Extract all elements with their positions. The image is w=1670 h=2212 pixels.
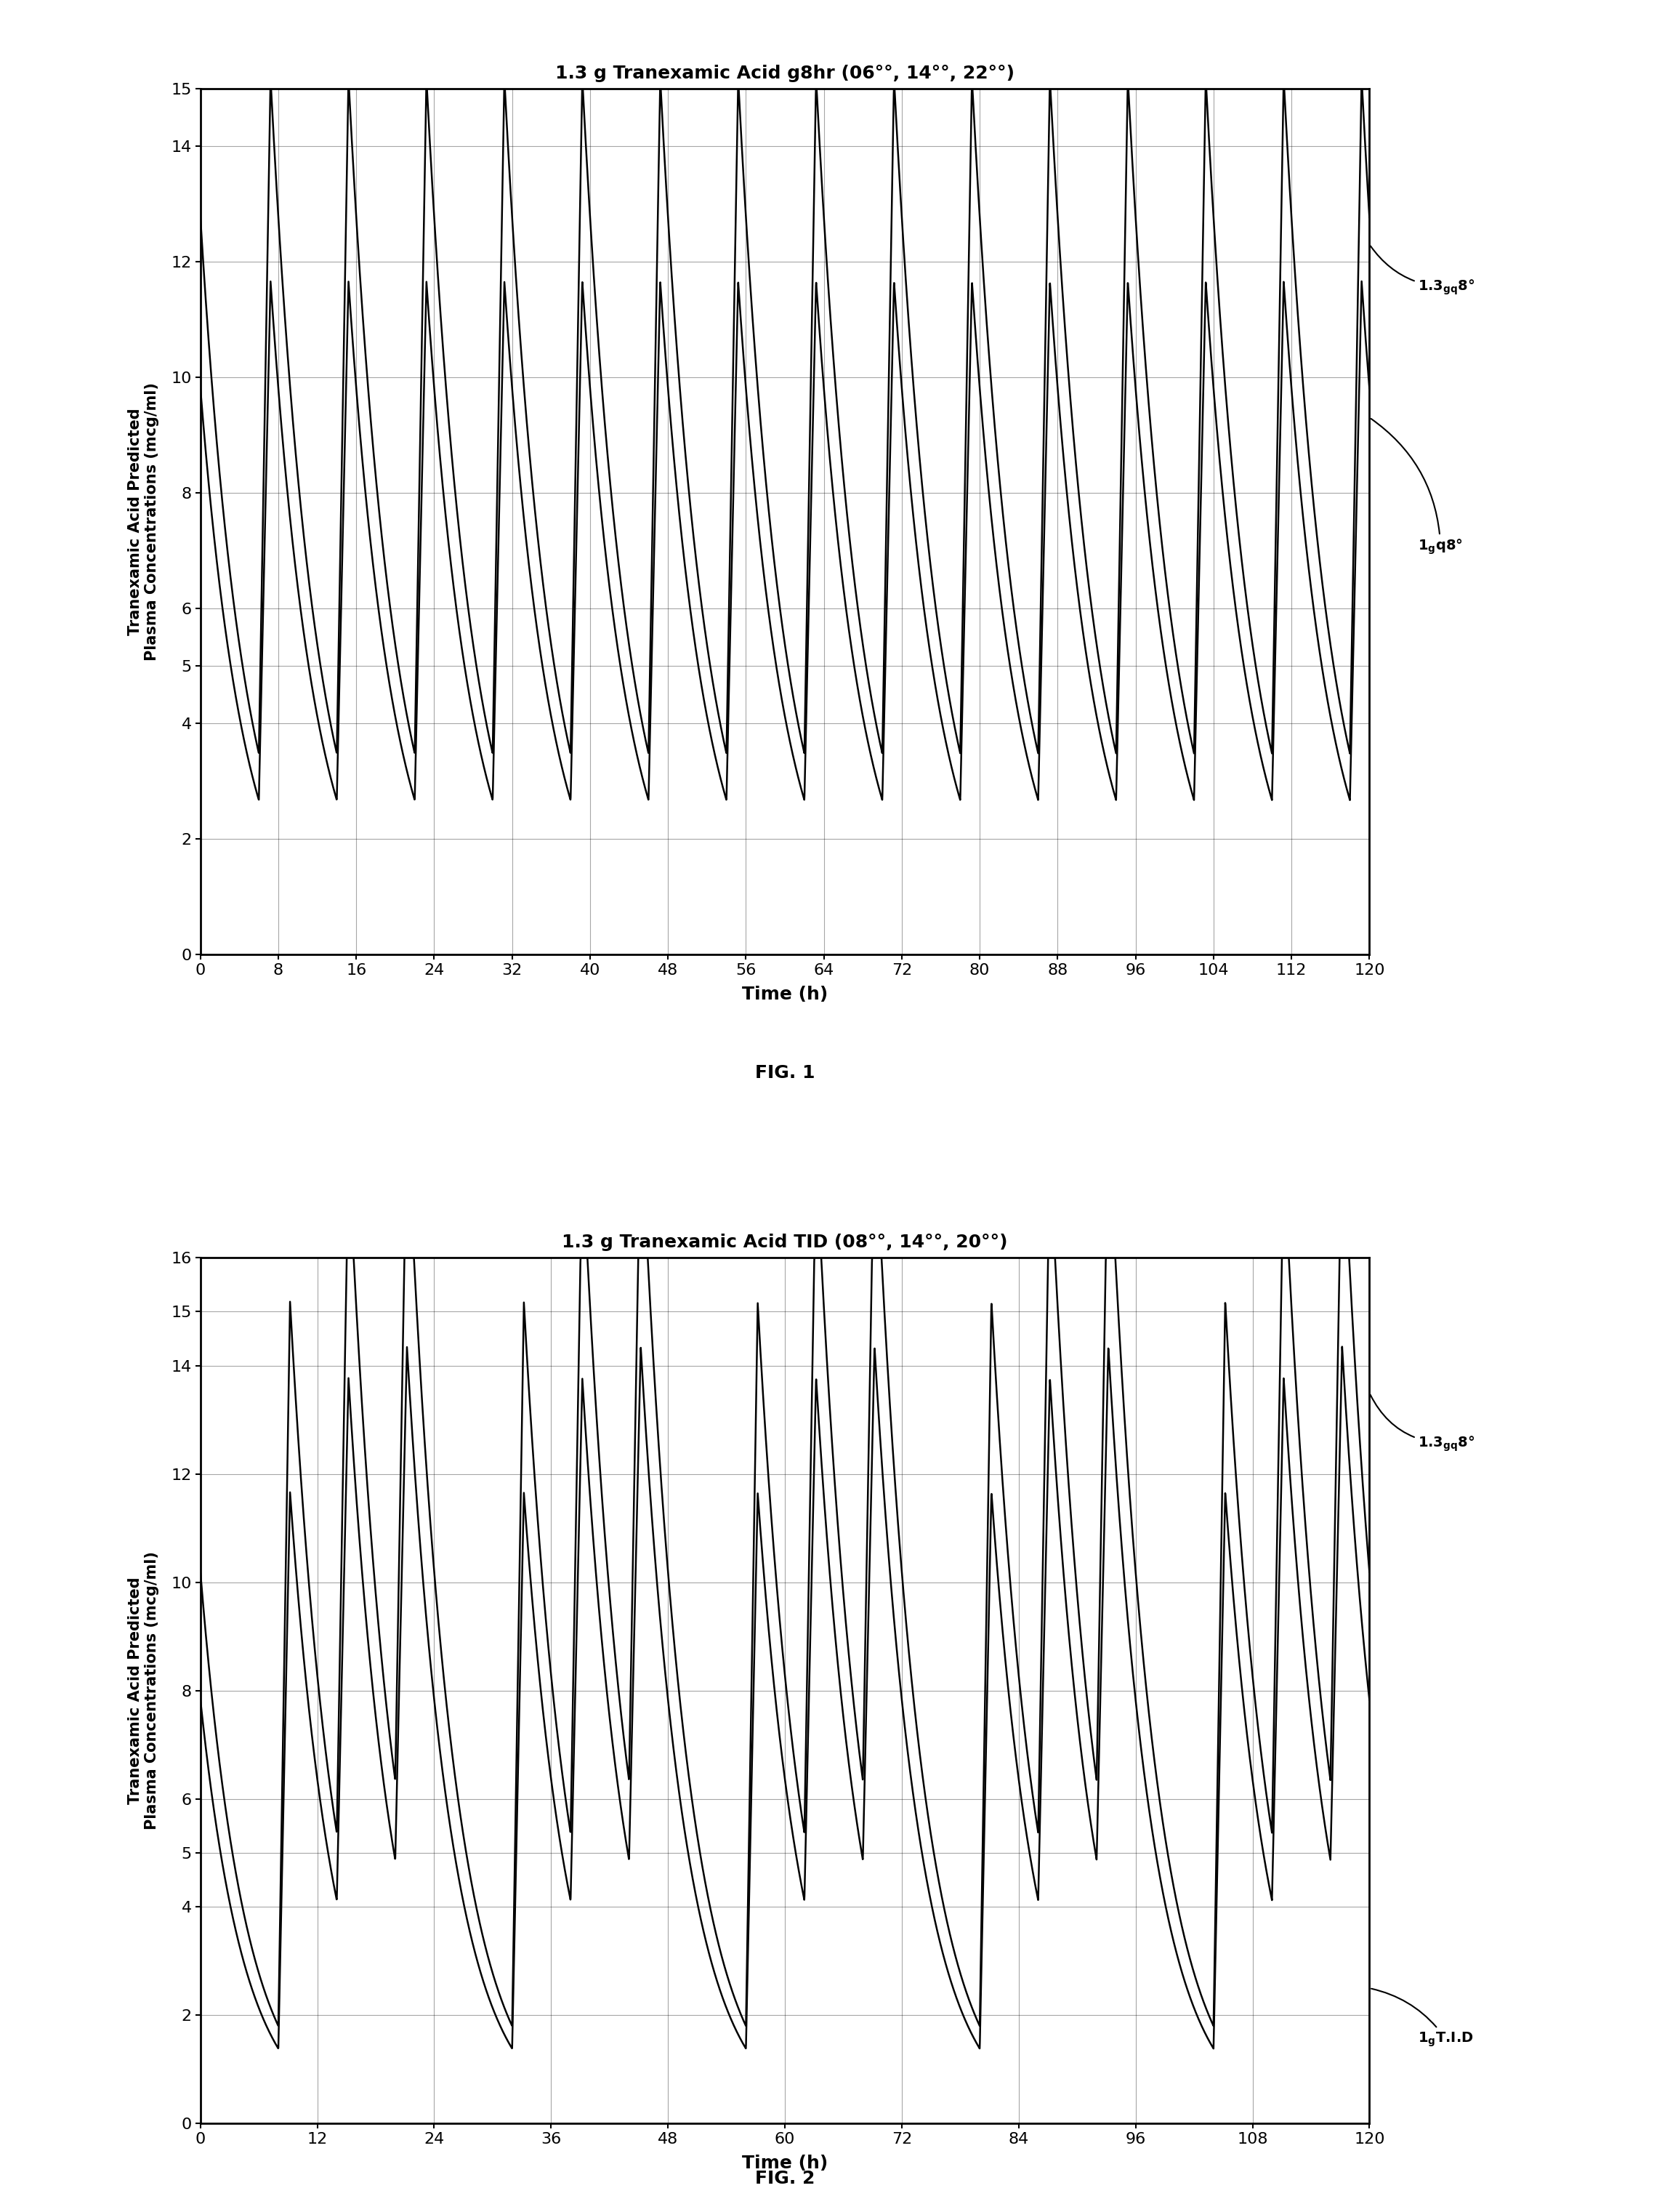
Text: FIG. 1: FIG. 1 [755,1064,815,1082]
Text: 1$_{\mathregular{g}}$q8°: 1$_{\mathregular{g}}$q8° [1371,418,1463,557]
X-axis label: Time (h): Time (h) [741,987,828,1002]
Text: FIG. 2: FIG. 2 [755,2170,815,2188]
Text: 1$_{\mathregular{g}}$T.I.D: 1$_{\mathregular{g}}$T.I.D [1371,1989,1473,2048]
Y-axis label: Tranexamic Acid Predicted
Plasma Concentrations (mcg/ml): Tranexamic Acid Predicted Plasma Concent… [127,1551,159,1829]
Y-axis label: Tranexamic Acid Predicted
Plasma Concentrations (mcg/ml): Tranexamic Acid Predicted Plasma Concent… [127,383,159,661]
Title: 1.3 g Tranexamic Acid TID (08°°, 14°°, 20°°): 1.3 g Tranexamic Acid TID (08°°, 14°°, 2… [563,1234,1007,1252]
Text: 1.3$_{\mathregular{gq}}$8°: 1.3$_{\mathregular{gq}}$8° [1371,246,1475,296]
X-axis label: Time (h): Time (h) [741,2154,828,2172]
Title: 1.3 g Tranexamic Acid g8hr (06°°, 14°°, 22°°): 1.3 g Tranexamic Acid g8hr (06°°, 14°°, … [554,64,1015,82]
Text: 1.3$_{\mathregular{gq}}$8°: 1.3$_{\mathregular{gq}}$8° [1371,1396,1475,1453]
